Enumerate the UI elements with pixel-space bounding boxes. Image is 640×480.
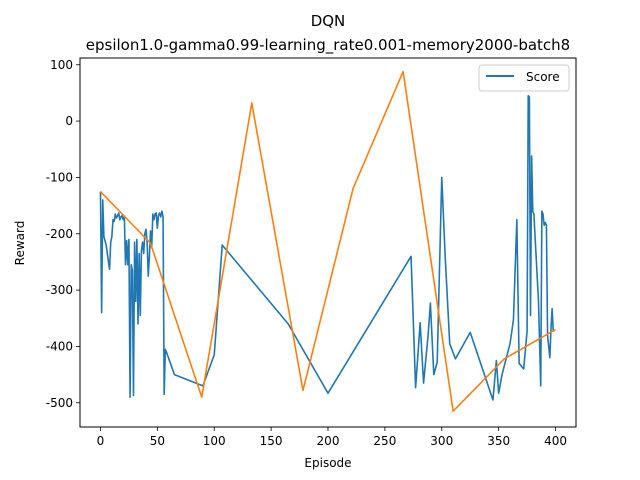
y-tick-label: 100: [50, 58, 73, 72]
x-tick-label: 350: [487, 434, 510, 448]
series-line-trend: [99, 70, 556, 413]
x-axis-ticks: 0 50 100 150 200 250 300 350 400: [97, 427, 567, 448]
y-tick-label: -500: [46, 396, 73, 410]
y-tick-label: -100: [46, 170, 73, 184]
chart-subtitle: epsilon1.0-gamma0.99-learning_rate0.001-…: [86, 36, 570, 55]
legend: Score: [478, 64, 570, 92]
y-axis-ticks: 100 0 -100 -200 -300 -400 -500: [46, 58, 80, 410]
y-tick-label: 0: [65, 114, 73, 128]
series-layer: [99, 70, 556, 413]
x-tick-label: 50: [150, 434, 165, 448]
x-tick-label: 300: [430, 434, 453, 448]
x-tick-label: 0: [97, 434, 105, 448]
x-tick-label: 150: [260, 434, 283, 448]
plot-frame: [79, 57, 577, 428]
x-tick-label: 100: [203, 434, 226, 448]
legend-label-score: Score: [526, 70, 560, 84]
chart-title: DQN: [311, 12, 346, 30]
x-tick-label: 400: [544, 434, 567, 448]
y-tick-label: -200: [46, 227, 73, 241]
x-axis-label: Episode: [304, 456, 351, 470]
series-line-score: [99, 94, 556, 401]
x-tick-label: 250: [373, 434, 396, 448]
legend-box: [478, 64, 570, 92]
y-tick-label: -400: [46, 339, 73, 353]
plot-area: [80, 58, 576, 427]
y-axis-label: Reward: [13, 221, 27, 266]
y-tick-label: -300: [46, 283, 73, 297]
x-tick-label: 200: [317, 434, 340, 448]
